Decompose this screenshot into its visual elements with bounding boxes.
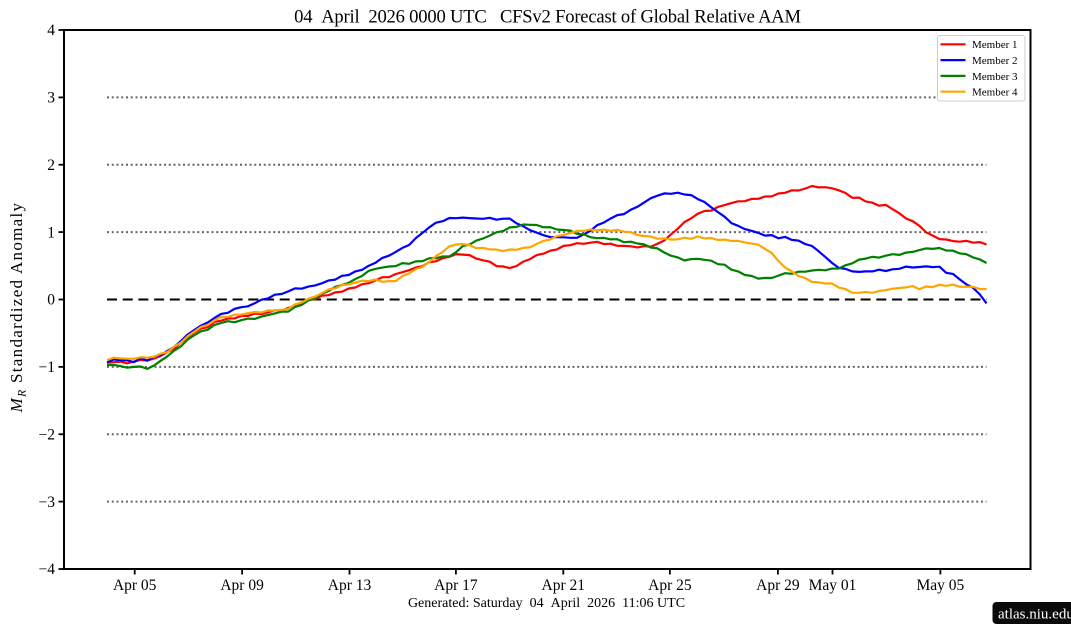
- svg-text:Member 1: Member 1: [972, 39, 1018, 51]
- svg-text:04 April 2026 0000 UTC CFS: 04 April 2026 0000 UTC CFSv2 Forecast of…: [294, 7, 801, 28]
- svg-text:4: 4: [47, 22, 55, 39]
- svg-text:Apr 17: Apr 17: [434, 577, 478, 594]
- svg-text:Apr 13: Apr 13: [328, 577, 372, 594]
- svg-text:Apr 05: Apr 05: [113, 577, 157, 594]
- svg-text:Apr 21: Apr 21: [542, 577, 585, 594]
- svg-text:Apr 09: Apr 09: [220, 577, 264, 594]
- svg-text:May 01: May 01: [809, 577, 857, 594]
- svg-text:Member 2: Member 2: [972, 55, 1018, 67]
- svg-text:Apr 25: Apr 25: [648, 577, 692, 594]
- svg-text:−4: −4: [39, 561, 56, 578]
- svg-text:Member 3: Member 3: [972, 71, 1018, 83]
- svg-text:1: 1: [47, 224, 55, 241]
- svg-text:−1: −1: [39, 359, 56, 376]
- svg-text:MR Standardized Anomaly: MR Standardized Anomaly: [7, 202, 28, 414]
- svg-text:0: 0: [47, 292, 55, 309]
- svg-text:May 05: May 05: [917, 577, 965, 594]
- svg-text:Apr 29: Apr 29: [756, 577, 800, 594]
- svg-text:Generated: Saturday 04 April: Generated: Saturday 04 April 2026 11:06 …: [408, 596, 685, 611]
- svg-text:−2: −2: [39, 426, 56, 443]
- svg-text:−3: −3: [39, 494, 56, 511]
- svg-text:Member 4: Member 4: [972, 87, 1018, 99]
- svg-text:2: 2: [47, 157, 55, 174]
- svg-text:atlas.niu.edu: atlas.niu.edu: [998, 607, 1071, 623]
- svg-text:3: 3: [47, 90, 55, 107]
